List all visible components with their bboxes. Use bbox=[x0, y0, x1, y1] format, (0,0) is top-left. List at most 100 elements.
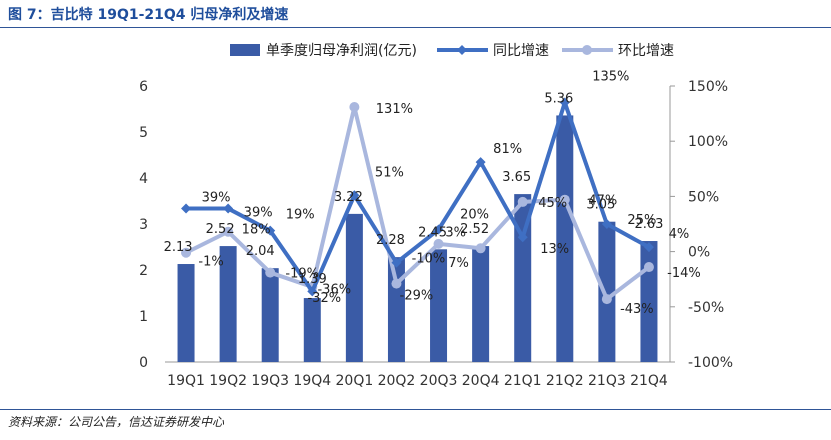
bar bbox=[387, 257, 405, 362]
bar-value-label: 1.39 bbox=[298, 272, 327, 287]
bar bbox=[472, 246, 490, 362]
source-note: 资料来源：公司公告，信达证券研发中心 bbox=[8, 415, 225, 429]
bar bbox=[261, 268, 279, 362]
x-axis-tick-label: 20Q3 bbox=[420, 373, 458, 389]
x-axis-tick-label: 20Q1 bbox=[336, 373, 374, 389]
left-axis-tick-label: 5 bbox=[139, 125, 148, 141]
x-axis-tick-label: 20Q2 bbox=[378, 373, 416, 389]
right-axis-tick-label: 0% bbox=[688, 245, 710, 261]
qoq-line bbox=[185, 104, 651, 302]
qoq-point bbox=[181, 247, 192, 258]
qoq-point bbox=[643, 262, 654, 273]
left-axis-tick-label: 3 bbox=[139, 217, 148, 233]
right-axis-tick-label: -100% bbox=[688, 355, 733, 371]
x-axis-tick-label: 19Q3 bbox=[251, 373, 289, 389]
yoy-point bbox=[643, 242, 654, 253]
left-axis-tick-label: 2 bbox=[139, 263, 148, 279]
yoy-value-label: -10% bbox=[412, 252, 446, 267]
qoq-value-label: 18% bbox=[242, 223, 271, 238]
bar-value-label: 3.65 bbox=[502, 170, 531, 185]
left-axis-tick-label: 1 bbox=[139, 309, 148, 325]
bar-value-label: 5.36 bbox=[544, 91, 573, 106]
legend-qoq-marker bbox=[582, 45, 592, 55]
yoy-point bbox=[307, 286, 318, 297]
bar-value-label: 2.04 bbox=[246, 244, 275, 259]
yoy-value-label: 19% bbox=[286, 208, 315, 223]
yoy-point bbox=[601, 219, 612, 229]
qoq-value-label: 47% bbox=[588, 194, 617, 209]
x-axis-tick-label: 20Q4 bbox=[462, 373, 500, 389]
qoq-value-label: 7% bbox=[448, 256, 469, 271]
bar bbox=[514, 194, 532, 362]
yoy-value-label: 135% bbox=[592, 70, 629, 85]
qoq-point bbox=[391, 278, 402, 289]
qoq-value-label: -32% bbox=[307, 291, 341, 306]
yoy-value-label: 13% bbox=[540, 242, 569, 257]
yoy-value-label: 4% bbox=[669, 227, 690, 242]
x-axis-tick-label: 21Q4 bbox=[630, 373, 668, 389]
bar-value-label: 2.13 bbox=[164, 240, 193, 255]
bars bbox=[177, 115, 658, 362]
right-axis-tick-label: 100% bbox=[688, 134, 728, 150]
qoq-point bbox=[559, 194, 570, 205]
yoy-point bbox=[391, 257, 402, 268]
yoy-point bbox=[223, 203, 234, 214]
x-axis-tick-label: 19Q4 bbox=[293, 373, 331, 389]
yoy-value-label: 51% bbox=[375, 165, 404, 180]
yoy-point bbox=[475, 157, 486, 168]
bar-value-label: 2.28 bbox=[376, 233, 405, 248]
figure-title: 图 7：吉比特 19Q1-21Q4 归母净利及增速 bbox=[8, 7, 289, 23]
bar bbox=[303, 298, 321, 362]
left-axis-tick-label: 6 bbox=[139, 79, 148, 95]
bottom-rule bbox=[0, 409, 831, 410]
legend-qoq-label: 环比增速 bbox=[618, 43, 674, 59]
qoq-point bbox=[601, 294, 612, 305]
yoy-point bbox=[559, 97, 570, 108]
right-axis-tick-label: 50% bbox=[688, 189, 719, 205]
qoq-value-label: 3% bbox=[445, 225, 466, 240]
bar bbox=[556, 115, 574, 362]
qoq-point bbox=[517, 196, 528, 207]
bar bbox=[598, 221, 616, 362]
x-axis-tick-label: 19Q1 bbox=[167, 373, 205, 389]
bar-value-label: 2.45 bbox=[418, 225, 447, 240]
bar-value-label: 3.05 bbox=[586, 198, 615, 213]
data-labels: 2.13 2.52 2.04 1.39 3.22 2.28 2.45 2.52 3.65 5.36… bbox=[164, 70, 701, 318]
left-axis-tick-label: 0 bbox=[139, 355, 148, 371]
yoy-line bbox=[186, 100, 650, 294]
qoq-value-label: -14% bbox=[667, 266, 701, 281]
bar bbox=[177, 264, 195, 362]
lines bbox=[181, 97, 654, 305]
yoy-value-label: 39% bbox=[244, 206, 273, 221]
qoq-point bbox=[265, 267, 276, 278]
yoy-point bbox=[349, 190, 360, 201]
x-axis-tick-label: 21Q3 bbox=[588, 373, 626, 389]
yoy-point bbox=[181, 203, 192, 214]
yoy-value-label: 25% bbox=[627, 213, 656, 228]
legend: 单季度归母净利润(亿元) 同比增速 环比增速 bbox=[230, 42, 674, 59]
yoy-value-label: 39% bbox=[202, 191, 231, 206]
qoq-point bbox=[433, 238, 444, 249]
x-axis-tick-label: 19Q2 bbox=[209, 373, 247, 389]
bar bbox=[219, 246, 237, 362]
yoy-value-label: 81% bbox=[493, 142, 522, 157]
legend-yoy-marker bbox=[457, 45, 467, 55]
qoq-value-label: 45% bbox=[538, 196, 567, 211]
yoy-value-label: 20% bbox=[460, 208, 489, 223]
yoy-point bbox=[265, 225, 276, 236]
qoq-value-label: 131% bbox=[376, 102, 413, 117]
x-axis-tick-label: 21Q2 bbox=[546, 373, 584, 389]
right-axis-tick-label: -50% bbox=[688, 300, 724, 316]
qoq-value-label: -1% bbox=[198, 255, 223, 270]
qoq-point bbox=[475, 243, 486, 254]
yoy-point bbox=[517, 232, 528, 243]
bar-value-label: 3.22 bbox=[334, 190, 363, 205]
bar bbox=[345, 213, 363, 362]
qoq-value-label: -29% bbox=[400, 289, 434, 304]
legend-bar-label: 单季度归母净利润(亿元) bbox=[266, 42, 417, 59]
legend-yoy-label: 同比增速 bbox=[493, 43, 549, 59]
top-rule bbox=[0, 27, 831, 28]
bar-value-label: 2.52 bbox=[460, 222, 489, 237]
